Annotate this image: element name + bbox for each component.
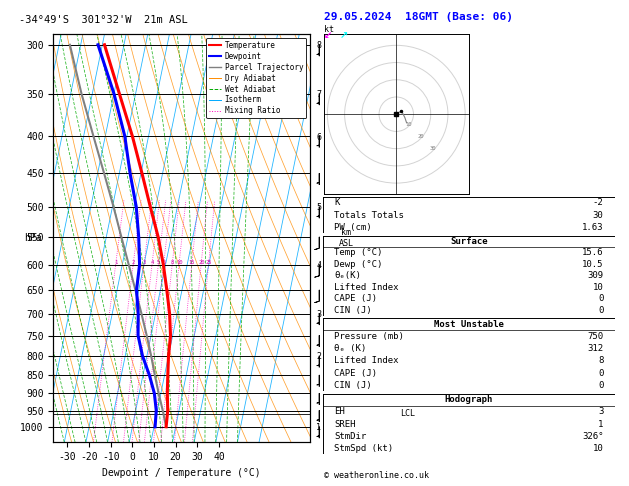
Text: 25: 25 xyxy=(206,260,212,264)
Text: ↙: ↙ xyxy=(324,27,332,41)
Legend: Temperature, Dewpoint, Parcel Trajectory, Dry Adiabat, Wet Adiabat, Isotherm, Mi: Temperature, Dewpoint, Parcel Trajectory… xyxy=(206,38,306,119)
Text: EH: EH xyxy=(335,407,345,417)
Text: 309: 309 xyxy=(587,271,603,280)
Text: θₑ (K): θₑ (K) xyxy=(335,344,367,353)
Text: Lifted Index: Lifted Index xyxy=(335,283,399,292)
Text: 15.6: 15.6 xyxy=(582,248,603,258)
Text: Dewp (°C): Dewp (°C) xyxy=(335,260,383,269)
Text: SREH: SREH xyxy=(335,419,356,429)
Text: StmDir: StmDir xyxy=(335,432,367,441)
Text: Pressure (mb): Pressure (mb) xyxy=(335,332,404,341)
Text: LCL: LCL xyxy=(400,409,415,418)
Text: CAPE (J): CAPE (J) xyxy=(335,294,377,303)
Text: 20: 20 xyxy=(198,260,204,264)
Text: 312: 312 xyxy=(587,344,603,353)
Text: 15: 15 xyxy=(189,260,195,264)
Text: K: K xyxy=(335,198,340,208)
Text: Most Unstable: Most Unstable xyxy=(434,320,504,329)
Text: 2: 2 xyxy=(132,260,135,264)
Text: 0: 0 xyxy=(598,306,603,314)
Text: Surface: Surface xyxy=(450,237,487,246)
Text: © weatheronline.co.uk: © weatheronline.co.uk xyxy=(324,471,429,480)
Text: Lifted Index: Lifted Index xyxy=(335,356,399,365)
Text: 20: 20 xyxy=(417,134,424,139)
Text: CIN (J): CIN (J) xyxy=(335,306,372,314)
Text: 30: 30 xyxy=(429,146,436,151)
Text: θₑ(K): θₑ(K) xyxy=(335,271,361,280)
Text: -2: -2 xyxy=(593,198,603,208)
Text: CIN (J): CIN (J) xyxy=(335,381,372,390)
X-axis label: Dewpoint / Temperature (°C): Dewpoint / Temperature (°C) xyxy=(103,468,261,478)
Text: 10.5: 10.5 xyxy=(582,260,603,269)
Text: 3: 3 xyxy=(598,407,603,417)
Text: ↗: ↗ xyxy=(340,27,348,41)
Text: 4: 4 xyxy=(151,260,154,264)
Text: 5: 5 xyxy=(157,260,160,264)
Text: PW (cm): PW (cm) xyxy=(335,223,372,232)
Text: 0: 0 xyxy=(598,294,603,303)
Text: kt: kt xyxy=(324,25,334,34)
Text: 1: 1 xyxy=(114,260,118,264)
Text: 1.63: 1.63 xyxy=(582,223,603,232)
Text: hPa: hPa xyxy=(24,233,42,243)
Text: 1: 1 xyxy=(598,419,603,429)
Text: StmSpd (kt): StmSpd (kt) xyxy=(335,444,394,453)
Text: Temp (°C): Temp (°C) xyxy=(335,248,383,258)
Text: 10: 10 xyxy=(593,444,603,453)
Text: 0: 0 xyxy=(598,368,603,378)
Text: 0: 0 xyxy=(598,381,603,390)
Text: Hodograph: Hodograph xyxy=(445,395,493,404)
Text: 8: 8 xyxy=(171,260,174,264)
Text: 10: 10 xyxy=(405,122,411,127)
Text: 8: 8 xyxy=(598,356,603,365)
Text: 10: 10 xyxy=(176,260,182,264)
Text: 3: 3 xyxy=(143,260,146,264)
Text: 6: 6 xyxy=(162,260,165,264)
Text: Totals Totals: Totals Totals xyxy=(335,210,404,220)
Text: 30: 30 xyxy=(593,210,603,220)
Text: 10: 10 xyxy=(593,283,603,292)
Y-axis label: km
ASL: km ASL xyxy=(339,228,354,248)
Text: 29.05.2024  18GMT (Base: 06): 29.05.2024 18GMT (Base: 06) xyxy=(324,12,513,22)
Text: CAPE (J): CAPE (J) xyxy=(335,368,377,378)
Text: 326°: 326° xyxy=(582,432,603,441)
Text: -34°49'S  301°32'W  21m ASL: -34°49'S 301°32'W 21m ASL xyxy=(19,15,187,25)
Text: 750: 750 xyxy=(587,332,603,341)
